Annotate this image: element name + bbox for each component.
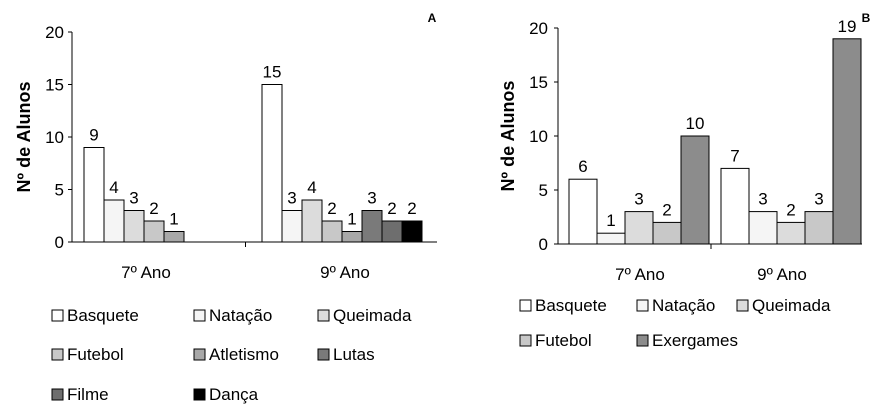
- bar-data-label: 6: [578, 157, 587, 176]
- y-tick-label: 5: [55, 181, 64, 200]
- panel-label: A: [428, 11, 437, 25]
- bar-data-label: 10: [686, 114, 705, 133]
- bar: [123, 210, 145, 243]
- bar-data-label: 1: [606, 211, 615, 230]
- bar: [103, 199, 125, 243]
- bar-data-label: 1: [169, 210, 178, 229]
- bar: [776, 221, 806, 245]
- bar-data-label: 9: [89, 126, 98, 145]
- legend-entry: Filme: [67, 385, 109, 404]
- legend-entry: Natação: [652, 296, 715, 315]
- y-tick-label: 10: [529, 127, 548, 146]
- y-tick-label: 15: [529, 73, 548, 92]
- bar: [832, 38, 862, 245]
- bar: [301, 199, 323, 243]
- bar-data-label: 2: [407, 199, 416, 218]
- legend-entry: Futebol: [67, 345, 124, 364]
- y-tick-label: 0: [55, 233, 64, 252]
- legend-swatch: [636, 334, 649, 347]
- bar-data-label: 2: [786, 200, 795, 219]
- legend-entry: Lutas: [333, 345, 375, 364]
- bar-data-label: 3: [287, 189, 296, 208]
- bar: [361, 210, 383, 243]
- x-category-label: 7º Ano: [121, 263, 171, 282]
- bar-data-label: 4: [109, 178, 118, 197]
- y-axis-label: Nº de Alunos: [14, 82, 34, 193]
- bar-data-label: 2: [149, 199, 158, 218]
- bar: [804, 211, 834, 245]
- bar: [652, 221, 682, 245]
- bar: [143, 220, 165, 243]
- legend-swatch: [519, 299, 532, 312]
- bar: [281, 210, 303, 243]
- bar: [341, 231, 363, 243]
- legend-entry: Queimada: [333, 306, 412, 325]
- y-tick-label: 0: [539, 235, 548, 254]
- legend-entry: Queimada: [752, 296, 831, 315]
- y-tick-label: 5: [539, 181, 548, 200]
- legend-swatch: [51, 388, 64, 401]
- bar-data-label: 1: [347, 210, 356, 229]
- bar: [596, 232, 626, 245]
- legend-entry: Basquete: [535, 296, 607, 315]
- y-tick-label: 20: [529, 19, 548, 38]
- x-category-label: 9º Ano: [757, 265, 807, 284]
- legend-swatch: [636, 299, 649, 312]
- bar-data-label: 3: [367, 189, 376, 208]
- bar: [568, 178, 598, 245]
- bar-data-label: 4: [307, 178, 316, 197]
- legend-swatch: [193, 388, 206, 401]
- bar: [83, 147, 105, 243]
- bar-data-label: 3: [758, 190, 767, 209]
- bar-data-label: 3: [634, 190, 643, 209]
- legend-swatch: [193, 348, 206, 361]
- bar-data-label: 2: [387, 199, 396, 218]
- legend-entry: Futebol: [535, 331, 592, 350]
- y-axis-label: Nº de Alunos: [498, 81, 518, 192]
- bar-data-label: 3: [129, 189, 138, 208]
- x-category-label: 7º Ano: [615, 265, 665, 284]
- bar: [748, 211, 778, 245]
- y-tick-label: 20: [45, 23, 64, 42]
- bar-data-label: 15: [263, 63, 282, 82]
- y-tick-label: 15: [45, 76, 64, 95]
- panel-label: B: [862, 11, 871, 25]
- bar: [261, 84, 283, 243]
- bar: [381, 220, 403, 243]
- legend-entry: Atletismo: [209, 345, 279, 364]
- bar-data-label: 2: [327, 199, 336, 218]
- legend-swatch: [317, 348, 330, 361]
- bar-data-label: 3: [814, 190, 823, 209]
- legend-swatch: [51, 309, 64, 322]
- legend-entry: Basquete: [67, 306, 139, 325]
- bar: [624, 211, 654, 245]
- x-category-label: 9º Ano: [320, 263, 370, 282]
- bar: [680, 135, 710, 245]
- legend-entry: Natação: [209, 306, 272, 325]
- bar: [321, 220, 343, 243]
- bar: [163, 231, 185, 243]
- bar-data-label: 2: [662, 200, 671, 219]
- legend-swatch: [519, 334, 532, 347]
- legend-entry: Dança: [209, 385, 259, 404]
- bar-data-label: 7: [730, 146, 739, 165]
- bar-data-label: 19: [838, 17, 857, 36]
- bar: [401, 220, 423, 243]
- bar: [720, 167, 750, 245]
- legend-swatch: [317, 309, 330, 322]
- legend-swatch: [736, 299, 749, 312]
- y-tick-label: 10: [45, 128, 64, 147]
- legend-entry: Exergames: [652, 331, 738, 350]
- legend-swatch: [51, 348, 64, 361]
- legend-swatch: [193, 309, 206, 322]
